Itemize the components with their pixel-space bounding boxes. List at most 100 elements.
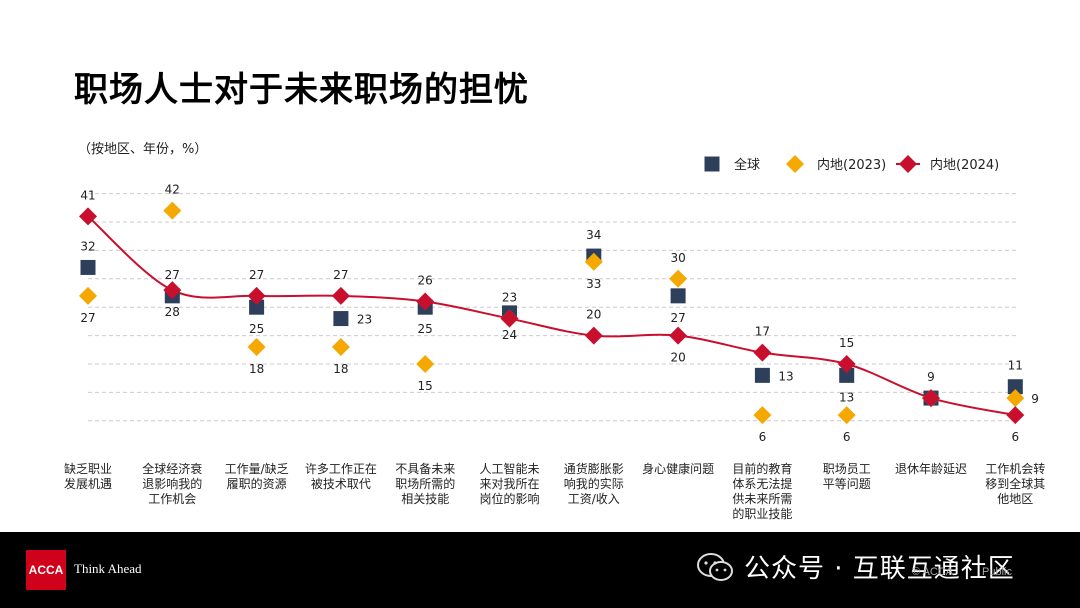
legend-marker — [704, 156, 720, 172]
data-label: 33 — [586, 277, 601, 291]
wechat-account-text: 公众号 · 互联互通社区 — [744, 554, 1015, 584]
data-labels-layer: 32 27 25 23 25 24 34 27 13 13 11 27 42 18 18 15 33 30 6 6 9 9… — [80, 183, 1039, 444]
data-marker — [416, 292, 435, 311]
data-label: 41 — [80, 188, 95, 202]
x-tick-label-line: 移到全球其 — [985, 476, 1045, 491]
data-label: 27 — [333, 268, 348, 282]
x-tick-label-line: 供未来所需 — [732, 492, 792, 506]
x-tick-label: 身心健康问题 — [642, 461, 714, 476]
acca-logo: ACCA — [26, 550, 66, 590]
x-tick-label-line: 退休年龄延迟 — [895, 462, 967, 476]
data-marker — [753, 343, 772, 362]
x-tick-label: 通货膨胀影响我的实际工资/收入 — [564, 461, 624, 506]
x-tick-label: 不具备未来职场所需的相关技能 — [395, 462, 455, 506]
data-label: 28 — [165, 305, 180, 319]
data-marker — [331, 286, 350, 305]
data-label: 13 — [778, 369, 793, 383]
data-marker — [249, 299, 265, 315]
data-marker — [753, 406, 772, 425]
chart-subtitle: （按地区、年份，%） — [78, 142, 208, 157]
data-label: 6 — [759, 430, 767, 444]
x-tick-label-line: 他地区 — [997, 492, 1033, 506]
chart-legend: 全球 内地(2023) 内地(2024) — [704, 155, 999, 173]
x-tick-label-line: 平等问题 — [823, 477, 871, 491]
data-label: 27 — [80, 311, 95, 325]
legend-label: 全球 — [734, 157, 760, 173]
data-marker — [163, 201, 182, 220]
data-label: 20 — [586, 308, 601, 322]
x-tick-label-line: 被技术取代 — [311, 477, 371, 491]
data-marker — [670, 288, 686, 304]
data-marker — [331, 337, 350, 356]
data-marker — [333, 311, 349, 327]
x-tick-label-line: 工资/收入 — [568, 492, 620, 506]
data-marker — [837, 355, 856, 373]
gridlines — [88, 193, 1016, 422]
data-label: 18 — [333, 362, 348, 376]
x-tick-label-line: 体系无法提 — [732, 476, 792, 491]
x-tick-label-line: 缺乏职业 — [64, 461, 112, 476]
footer-bar: ACCA Think Ahead 公众号 · 互联互通社区 © ACCA Pub… — [0, 532, 1080, 608]
x-tick-label-line: 职场员工 — [823, 462, 871, 476]
data-marker — [754, 367, 770, 383]
data-label: 34 — [586, 228, 601, 242]
data-label: 27 — [249, 268, 264, 282]
data-marker — [500, 309, 519, 328]
x-tick-label-line: 岗位的影响 — [479, 491, 539, 506]
data-marker — [584, 252, 603, 271]
series-line — [87, 215, 1016, 417]
x-tick-label-line: 许多工作正在 — [305, 462, 377, 476]
x-tick-label-line: 工作机会转 — [985, 461, 1045, 476]
data-label: 9 — [1031, 392, 1039, 406]
data-marker — [1007, 379, 1023, 395]
x-tick-label: 工作量/缺乏履职的资源 — [225, 461, 289, 491]
data-label: 6 — [1011, 430, 1019, 444]
data-label: 32 — [80, 239, 95, 253]
data-label: 9 — [927, 370, 935, 384]
x-axis-labels: 缺乏职业发展机遇全球经济衰退影响我的工作机会工作量/缺乏履职的资源许多工作正在被… — [64, 461, 1045, 521]
x-tick-label: 职场员工平等问题 — [823, 462, 871, 491]
x-tick-label-line: 来对我所在 — [479, 477, 539, 491]
data-label: 15 — [418, 379, 433, 393]
data-marker — [1006, 406, 1025, 425]
x-tick-label-line: 人工智能未 — [479, 461, 539, 476]
worry-chart: 全球 内地(2023) 内地(2024) 32 27 25 23 25 24 34 27 13 13 1… — [64, 155, 1045, 521]
x-tick-label-line: 履职的资源 — [227, 476, 287, 491]
markers-layer — [79, 201, 1025, 425]
data-label: 30 — [670, 251, 685, 265]
classification-text: Public — [982, 566, 1012, 578]
legend-label: 内地(2024) — [930, 157, 999, 173]
x-tick-label-line: 的职业技能 — [732, 506, 792, 521]
data-marker — [669, 269, 688, 288]
x-tick-label: 退休年龄延迟 — [895, 462, 967, 476]
x-tick-label-line: 退影响我的 — [142, 476, 202, 491]
data-label: 23 — [502, 291, 517, 305]
wechat-icon — [697, 553, 733, 581]
tagline: Think Ahead — [74, 561, 142, 576]
data-label: 15 — [839, 336, 854, 350]
data-label: 11 — [1008, 359, 1023, 373]
data-label: 17 — [755, 325, 770, 339]
x-tick-label-line: 相关技能 — [401, 492, 449, 506]
x-tick-label: 目前的教育体系无法提供未来所需的职业技能 — [732, 461, 792, 521]
data-marker — [247, 337, 266, 356]
series-line-layer — [87, 215, 1016, 417]
data-marker — [163, 281, 182, 300]
data-label: 18 — [249, 362, 264, 376]
data-marker — [669, 326, 688, 345]
data-label: 25 — [249, 322, 264, 336]
x-tick-label-line: 响我的实际 — [564, 476, 624, 491]
data-label: 27 — [165, 268, 180, 282]
data-marker — [1006, 389, 1025, 408]
data-label: 27 — [670, 311, 685, 325]
data-label: 24 — [502, 328, 517, 342]
copyright-text: © ACCA — [912, 566, 954, 578]
page-title: 职场人士对于未来职场的担忧 — [74, 70, 529, 110]
data-label: 6 — [843, 430, 851, 444]
x-tick-label: 许多工作正在被技术取代 — [305, 462, 377, 491]
legend-marker — [786, 155, 804, 173]
data-label: 26 — [418, 274, 433, 288]
data-marker — [416, 355, 435, 373]
data-marker — [247, 286, 266, 305]
data-marker — [79, 207, 97, 226]
